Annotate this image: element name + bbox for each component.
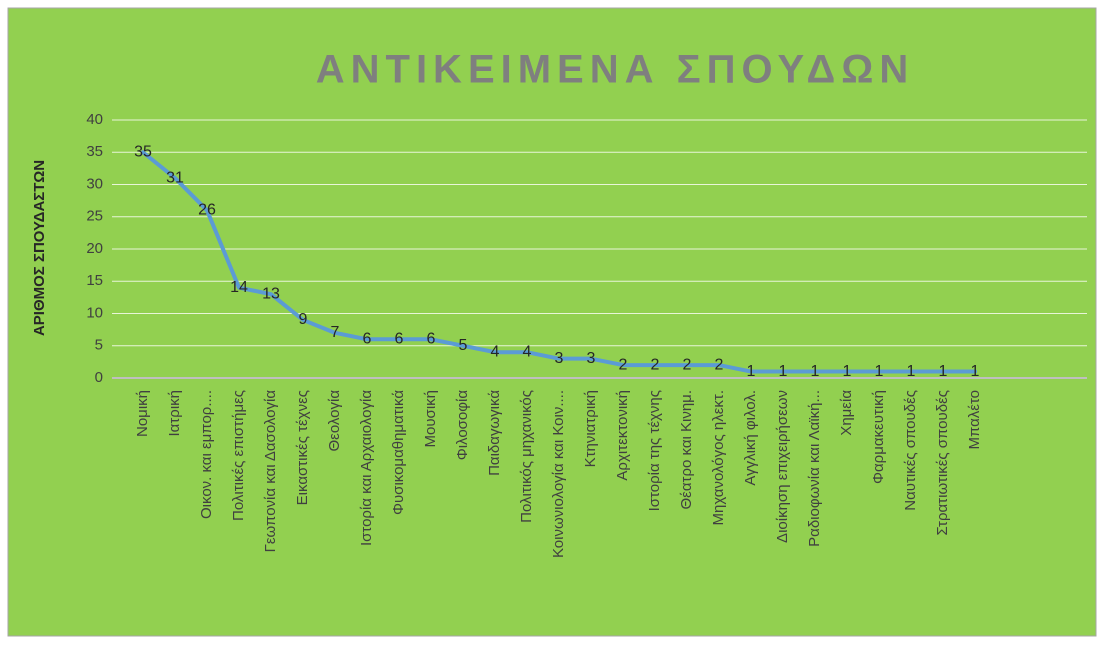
data-label: 4	[523, 343, 532, 360]
data-label: 1	[811, 363, 820, 380]
x-tick-label: Αρχιτεκτονική	[614, 390, 631, 481]
data-label: 1	[747, 363, 756, 380]
x-tick-label: Χημεία	[838, 390, 855, 436]
x-tick-label: Εικαστικές τέχνες	[294, 390, 311, 505]
y-axis-label: ΑΡΙΘΜΟΣ ΣΠΟΥΔΑΣΤΩΝ	[31, 160, 48, 336]
x-tick-label: Ιστορία της τέχνης	[646, 390, 663, 511]
data-label: 1	[971, 363, 980, 380]
x-tick-label: Παιδαγωγικά	[486, 390, 503, 476]
data-label: 35	[134, 143, 152, 160]
data-label: 6	[427, 331, 436, 348]
x-tick-label: Θέατρο και Κινημ.	[678, 390, 695, 509]
data-label: 1	[779, 363, 788, 380]
y-tick-label: 5	[95, 337, 103, 354]
y-tick-label: 0	[95, 369, 103, 386]
data-label: 1	[875, 363, 884, 380]
data-label: 6	[363, 331, 372, 348]
x-tick-label: Οικον. και εμπορ....	[198, 390, 215, 519]
y-tick-label: 10	[86, 304, 103, 321]
x-tick-label: Μπαλέτο	[966, 390, 983, 450]
x-tick-label: Μουσική	[422, 390, 439, 447]
data-label: 4	[491, 343, 500, 360]
y-tick-label: 20	[86, 240, 103, 257]
data-label: 1	[843, 363, 852, 380]
x-tick-label: Ιατρική	[166, 390, 183, 436]
data-label: 3	[587, 350, 596, 367]
data-label: 3	[555, 350, 564, 367]
x-tick-label: Ραδιοφωνία και Λαϊκή...	[806, 390, 823, 547]
x-tick-label: Θεολογία	[326, 390, 343, 452]
chart-title: ΑΝΤΙΚΕΙΜΕΝΑ ΣΠΟΥΔΩΝ	[316, 48, 915, 92]
data-label: 2	[715, 356, 724, 373]
data-label: 1	[939, 363, 948, 380]
y-tick-label: 35	[86, 143, 103, 160]
data-label: 31	[166, 169, 184, 186]
data-line	[141, 150, 977, 374]
data-label: 2	[651, 356, 660, 373]
x-tick-label: Φιλοσοφία	[454, 390, 471, 461]
x-tick-label: Στρατιωτικές σπουδές	[934, 390, 951, 536]
x-tick-label: Διοίκηση επιχειρήσεων	[774, 390, 791, 543]
x-tick-label: Ιστορία και Αρχαιολογία	[358, 390, 375, 546]
x-tick-label: Γεωπονία και Δασολογία	[262, 390, 279, 553]
x-tick-label: Φαρμακευτική	[870, 390, 887, 484]
x-tick-label: Πολιτικός μηχανικός	[518, 390, 535, 523]
data-label: 2	[683, 356, 692, 373]
data-label: 7	[331, 324, 340, 341]
data-label: 9	[299, 311, 308, 328]
x-tick-label: Αγγλική φιλολ.	[742, 390, 759, 486]
data-label: 2	[619, 356, 628, 373]
data-label: 6	[395, 331, 404, 348]
y-tick-label: 40	[86, 111, 103, 128]
x-tick-label: Νομική	[134, 390, 151, 437]
chart-background	[7, 7, 1097, 637]
data-label: 1	[907, 363, 916, 380]
data-label: 14	[230, 279, 248, 296]
data-label: 13	[262, 285, 280, 302]
x-tick-label: Μηχανολόγος ηλεκτ.	[710, 390, 727, 526]
x-tick-label: Κτηνιατρική	[582, 390, 599, 467]
y-tick-label: 25	[86, 208, 103, 225]
x-tick-label: Φυσικομαθηματικά	[390, 390, 407, 515]
data-label: 26	[198, 202, 216, 219]
x-tick-label: Πολιτικές επιστήμες	[230, 390, 247, 521]
x-tick-label: Κοινωνιολογία και Κοιν....	[550, 390, 567, 558]
y-tick-label: 30	[86, 175, 103, 192]
y-tick-label: 15	[86, 272, 103, 289]
x-tick-label: Ναυτικές σπουδές	[902, 390, 919, 511]
data-label: 5	[459, 337, 468, 354]
